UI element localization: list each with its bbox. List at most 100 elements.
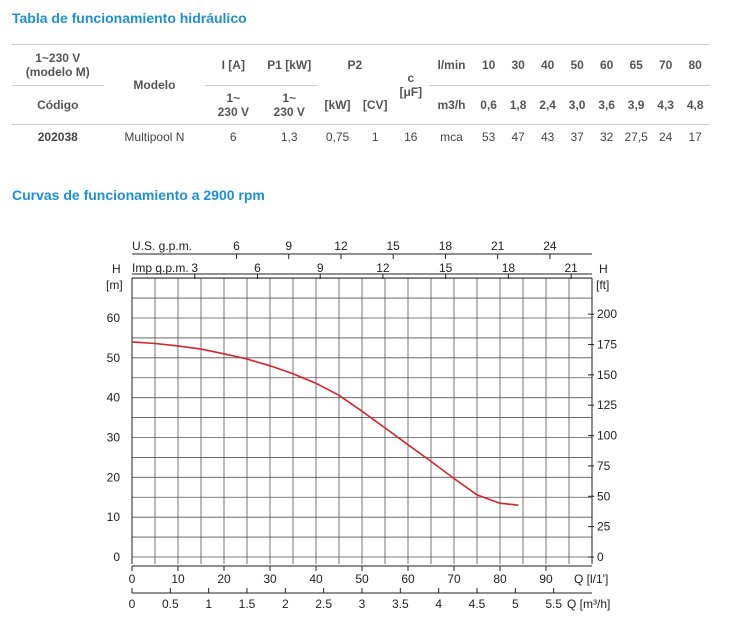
y-left-axis-label: H xyxy=(112,262,121,276)
imp-gpm-tick-label: 21 xyxy=(564,261,578,275)
m3h-5: 3,9 xyxy=(621,85,651,125)
header-voltage: 1~230 V (modelo M) xyxy=(25,51,90,79)
x2-tick-label: 5 xyxy=(512,597,519,611)
header-current: I [A] xyxy=(221,58,245,72)
cell-head-4: 32 xyxy=(599,130,614,144)
cell-head-0: 53 xyxy=(481,130,496,144)
us-gpm-tick-label: 9 xyxy=(285,239,292,253)
header-lmin: l/min xyxy=(437,58,466,72)
cell-head-7: 17 xyxy=(688,130,702,144)
pump-curve-chart: 0102030405060H[m]0255075100125150175200H… xyxy=(106,239,617,611)
x2-tick-label: 2 xyxy=(282,597,289,611)
table-row: 202038 Multipool N 6 1,3 0,75 1 16 mca 5… xyxy=(12,125,710,150)
x2-tick-label: 0 xyxy=(129,597,136,611)
lmin-1: 30 xyxy=(511,58,525,72)
x2-tick-label: 2.5 xyxy=(315,597,332,611)
y-right-tick-label: 0 xyxy=(597,550,604,564)
header-p1: P1 [kW] xyxy=(267,58,312,72)
table-title: Tabla de funcionamiento hidráulico xyxy=(12,10,247,26)
x-tick-label: 80 xyxy=(493,572,507,586)
x-tick-label: 90 xyxy=(539,572,553,586)
y-left-tick-label: 10 xyxy=(107,510,121,524)
x2-axis-label: Q [m³/h] xyxy=(567,597,610,611)
imp-gpm-tick-label: 6 xyxy=(254,261,261,275)
x2-tick-label: 3.5 xyxy=(392,597,409,611)
x-tick-label: 0 xyxy=(129,572,136,586)
chart-labels: 0102030405060H[m]0255075100125150175200H… xyxy=(106,239,617,611)
x2-tick-label: 4 xyxy=(435,597,442,611)
performance-curve xyxy=(131,341,519,506)
m3h-7: 4,8 xyxy=(680,85,710,125)
chart-axes xyxy=(131,253,594,594)
cell-p1: 1,3 xyxy=(280,130,298,144)
m3h-2: 2,4 xyxy=(532,85,563,125)
header-p2: P2 xyxy=(347,58,363,73)
m3h-0: 0,6 xyxy=(473,85,504,125)
y-right-tick-label: 75 xyxy=(597,459,611,473)
m3h-6: 4,3 xyxy=(650,85,681,125)
y-right-tick-label: 200 xyxy=(597,307,617,321)
x-tick-label: 10 xyxy=(171,572,185,586)
lmin-3: 50 xyxy=(570,58,584,72)
x-axis-label: Q [l/1'] xyxy=(574,572,608,586)
top-axis-imp-label: Imp g.p.m. xyxy=(132,261,189,275)
us-gpm-tick-label: 15 xyxy=(387,239,401,253)
imp-gpm-tick-label: 3 xyxy=(191,261,198,275)
x-tick-label: 70 xyxy=(447,572,461,586)
top-axis-us-label: U.S. g.p.m. xyxy=(132,239,192,253)
chart-grid xyxy=(131,277,593,564)
us-gpm-tick-label: 6 xyxy=(233,239,240,253)
x2-tick-label: 1.5 xyxy=(239,597,256,611)
y-right-tick-label: 175 xyxy=(597,338,617,352)
cell-head-6: 24 xyxy=(658,130,673,144)
x2-tick-label: 1 xyxy=(205,597,212,611)
header-m3h: m3/h xyxy=(429,85,474,125)
x-tick-label: 50 xyxy=(355,572,369,586)
lmin-7: 80 xyxy=(688,58,702,72)
x2-tick-label: 5.5 xyxy=(545,597,562,611)
cell-unit: mca xyxy=(440,130,463,144)
x2-tick-label: 4.5 xyxy=(469,597,486,611)
y-left-tick-label: 50 xyxy=(107,351,121,365)
lmin-2: 40 xyxy=(540,58,555,72)
m3h-3: 3,0 xyxy=(562,85,592,125)
cell-p2-kw: 0,75 xyxy=(325,130,350,144)
header-p2-cv: [CV] xyxy=(362,97,388,112)
us-gpm-tick-label: 18 xyxy=(439,239,453,253)
lmin-5: 65 xyxy=(629,58,643,72)
x2-tick-label: 3 xyxy=(359,597,366,611)
cell-head-5: 27,5 xyxy=(624,130,648,144)
cell-head-2: 43 xyxy=(540,130,555,144)
cell-head-1: 47 xyxy=(511,130,525,144)
imp-gpm-tick-label: 15 xyxy=(439,261,453,275)
cell-p2-cv: 1 xyxy=(371,130,379,144)
performance-table: 1~230 V (modelo M) Modelo I [A] P1 [kW] … xyxy=(12,44,710,149)
imp-gpm-tick-label: 9 xyxy=(317,261,324,275)
y-left-tick-label: 40 xyxy=(107,391,121,405)
x-tick-label: 40 xyxy=(309,572,323,586)
imp-gpm-tick-label: 12 xyxy=(376,261,390,275)
chart-title: Curvas de funcionamiento a 2900 rpm xyxy=(12,187,265,203)
m3h-4: 3,6 xyxy=(591,85,622,125)
y-right-unit-label: [ft] xyxy=(596,278,609,292)
m3h-1: 1,8 xyxy=(503,85,533,125)
y-left-tick-label: 20 xyxy=(107,470,121,484)
header-p2-kw: [kW] xyxy=(324,97,351,112)
lmin-0: 10 xyxy=(481,58,496,72)
lmin-6: 70 xyxy=(658,58,673,72)
header-current-sub: 1~ 230 V xyxy=(205,85,262,125)
x-tick-label: 30 xyxy=(263,572,277,586)
us-gpm-tick-label: 21 xyxy=(491,239,505,253)
us-gpm-tick-label: 12 xyxy=(334,239,348,253)
lmin-4: 60 xyxy=(599,58,614,72)
x-tick-label: 20 xyxy=(217,572,231,586)
x2-tick-label: 0.5 xyxy=(162,597,179,611)
x-tick-label: 60 xyxy=(401,572,415,586)
y-right-tick-label: 50 xyxy=(597,489,611,503)
header-code: Código xyxy=(12,85,104,125)
cell-code: 202038 xyxy=(37,130,78,144)
cell-model: Multipool N xyxy=(124,130,185,144)
y-left-unit-label: [m] xyxy=(106,278,123,292)
y-right-tick-label: 100 xyxy=(597,429,617,443)
y-right-axis-label: H xyxy=(599,262,608,276)
